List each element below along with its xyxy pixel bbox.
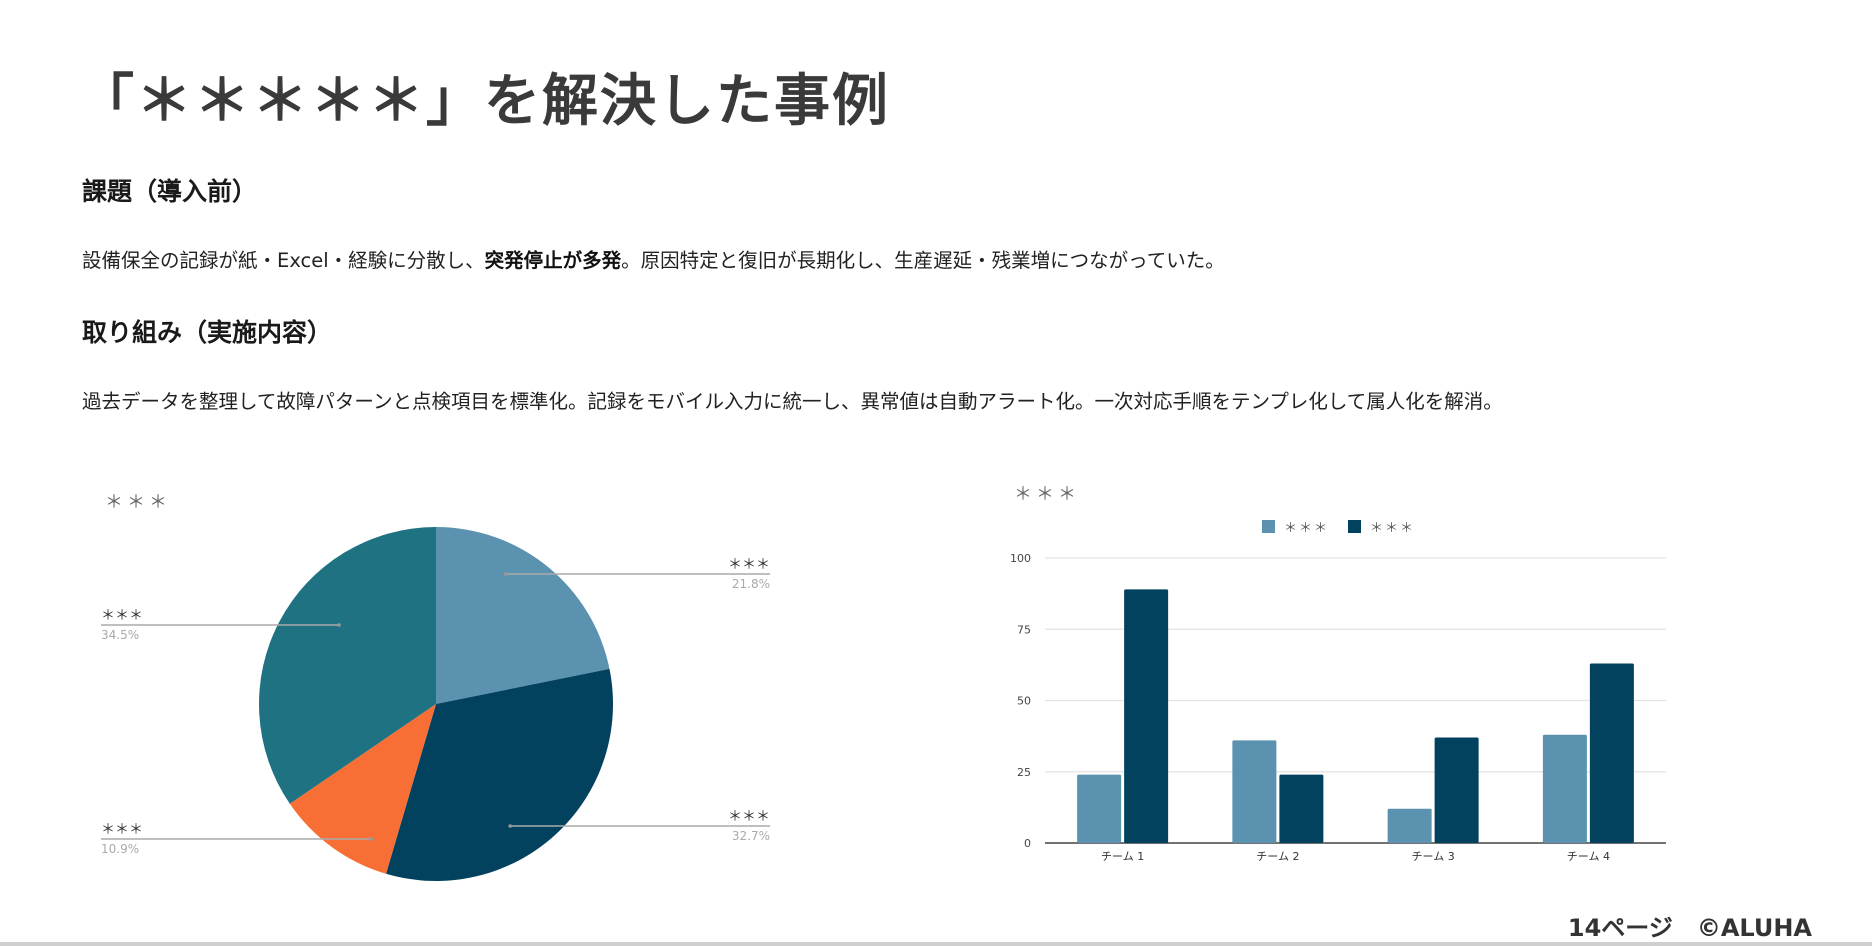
y-tick-label: 50 <box>1017 695 1031 708</box>
y-tick-label: 100 <box>1010 552 1031 565</box>
pie-slice <box>258 527 436 804</box>
y-tick-label: 25 <box>1017 766 1031 779</box>
pie-leader-dot <box>369 837 374 841</box>
page-title: 「＊＊＊＊＊」を解決した事例 <box>78 69 890 134</box>
pie-slice-label: ＊＊＊ <box>728 557 770 573</box>
x-tick-label: チーム 2 <box>1256 850 1299 863</box>
bar <box>1279 774 1324 843</box>
issue-text-bold: 突発停止が多発 <box>484 249 622 272</box>
x-tick-label: チーム 1 <box>1101 850 1144 863</box>
x-tick-label: チーム 4 <box>1567 850 1610 863</box>
pie-slice-label: ＊＊＊ <box>101 822 143 838</box>
y-tick-label: 0 <box>1024 837 1031 850</box>
pie-slice-label: ＊＊＊ <box>101 608 143 624</box>
bar <box>1387 808 1432 843</box>
pie-slice-percent: 32.7% <box>732 829 770 843</box>
pie-slice <box>436 527 610 704</box>
x-tick-label: チーム 3 <box>1412 850 1455 863</box>
issue-heading: 課題（導入前） <box>82 177 258 206</box>
bar <box>1077 774 1122 843</box>
pie-slice-percent: 10.9% <box>101 842 139 856</box>
bar <box>1542 734 1587 843</box>
pie-chart-title: ＊＊＊ <box>105 492 171 513</box>
pie-slice-label: ＊＊＊ <box>728 809 770 825</box>
pie-slice <box>386 668 613 881</box>
bar <box>1124 589 1169 843</box>
pie-leader-dot <box>508 824 512 828</box>
legend-swatch <box>1262 520 1275 533</box>
pie-slice-percent: 21.8% <box>732 577 770 591</box>
y-tick-label: 75 <box>1017 623 1031 636</box>
pie-leader-dot <box>503 572 508 576</box>
pie-leader-dot <box>337 623 341 627</box>
legend-label: ＊＊＊ <box>1370 521 1415 536</box>
issue-text: 設備保全の記録が紙・Excel・経験に分散し、突発停止が多発。原因特定と復旧が長… <box>82 244 1225 273</box>
issue-text-after: 。原因特定と復旧が長期化し、生産遅延・残業増につながっていた。 <box>621 249 1225 272</box>
legend-swatch <box>1348 520 1361 533</box>
bar-chart-title: ＊＊＊ <box>1014 484 1080 505</box>
bar <box>1434 737 1479 843</box>
action-text: 過去データを整理して故障パターンと点検項目を標準化。記録をモバイル入力に統一し、… <box>82 390 1503 413</box>
bottom-divider <box>0 942 1872 946</box>
action-heading: 取り組み（実施内容） <box>82 318 333 347</box>
issue-text-before: 設備保全の記録が紙・Excel・経験に分散し、 <box>82 249 485 272</box>
pie-slice-percent: 34.5% <box>101 628 139 642</box>
legend-label: ＊＊＊ <box>1284 521 1329 536</box>
bar <box>1232 740 1277 843</box>
page-footer: 14ページ ©ALUHA <box>1567 914 1812 942</box>
bar <box>1589 663 1634 843</box>
pie-slice <box>289 704 436 874</box>
